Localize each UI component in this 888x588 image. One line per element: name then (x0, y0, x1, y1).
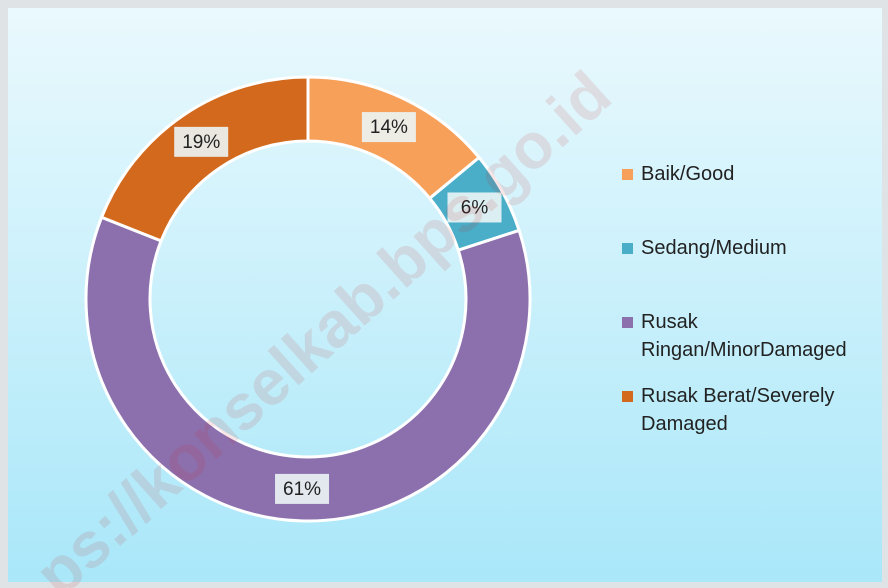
legend-swatch (622, 391, 633, 402)
data-label-box (447, 192, 502, 223)
legend-swatch (622, 317, 633, 328)
slice (84, 215, 532, 523)
legend-item: Rusak Berat/Severely Damaged (622, 382, 872, 438)
legend-label: Rusak Ringan/MinorDamaged (641, 311, 847, 361)
legend-label: Sedang/Medium (641, 237, 787, 259)
legend-swatch (622, 169, 633, 180)
legend-item: Baik/Good (622, 160, 872, 188)
data-label: 19% (182, 132, 220, 153)
legend-label: Rusak Berat/Severely Damaged (641, 385, 835, 435)
data-label-box (361, 112, 416, 143)
slice (99, 75, 310, 243)
legend: Baik/Good Sedang/Medium Rusak Ringan/Minor… (622, 160, 872, 438)
data-label: 6% (461, 197, 489, 218)
data-label: 14% (370, 117, 408, 138)
data-label-box (275, 473, 330, 504)
legend-label: Baik/Good (641, 163, 735, 185)
legend-item: Rusak Ringan/MinorDamaged (622, 308, 872, 364)
data-label-box (174, 126, 229, 157)
chart-area (8, 8, 882, 582)
legend-item: Sedang/Medium (622, 234, 872, 262)
legend-swatch (622, 243, 633, 254)
data-label: 61% (283, 479, 321, 500)
